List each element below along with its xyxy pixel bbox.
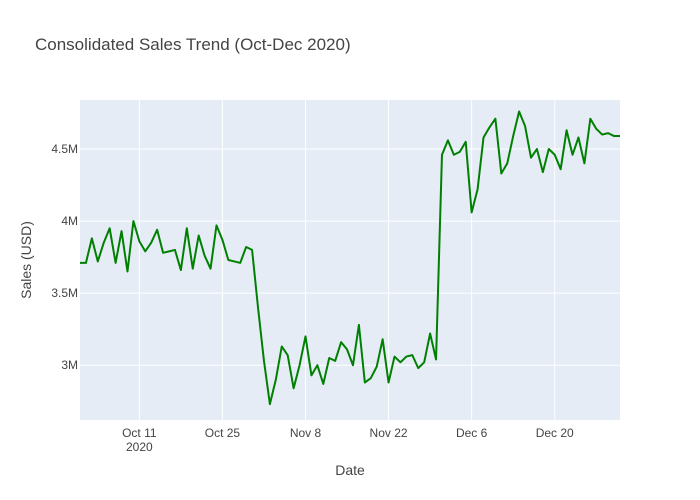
y-tick-label: 3M [61, 358, 78, 372]
x-tick-label: Nov 8 [290, 426, 322, 440]
y-axis-title: Sales (USD) [18, 221, 34, 299]
x-tick-label: Dec 6 [456, 426, 488, 440]
x-tick-label: Dec 20 [536, 426, 574, 440]
y-tick-label: 4M [61, 214, 78, 228]
chart-title: Consolidated Sales Trend (Oct-Dec 2020) [35, 35, 351, 54]
series-layer [80, 110, 620, 406]
x-axis-title: Date [335, 462, 365, 478]
plot-area [80, 100, 620, 420]
y-tick-label: 4.5M [51, 142, 78, 156]
x-tick-label: Nov 22 [370, 426, 408, 440]
x-tick-label: Oct 11 [122, 426, 157, 440]
x-tick-label: Oct 25 [205, 426, 241, 440]
sales-series-line [80, 110, 620, 406]
x-tick-sublabel: 2020 [126, 440, 153, 454]
y-tick-label: 3.5M [51, 286, 78, 300]
